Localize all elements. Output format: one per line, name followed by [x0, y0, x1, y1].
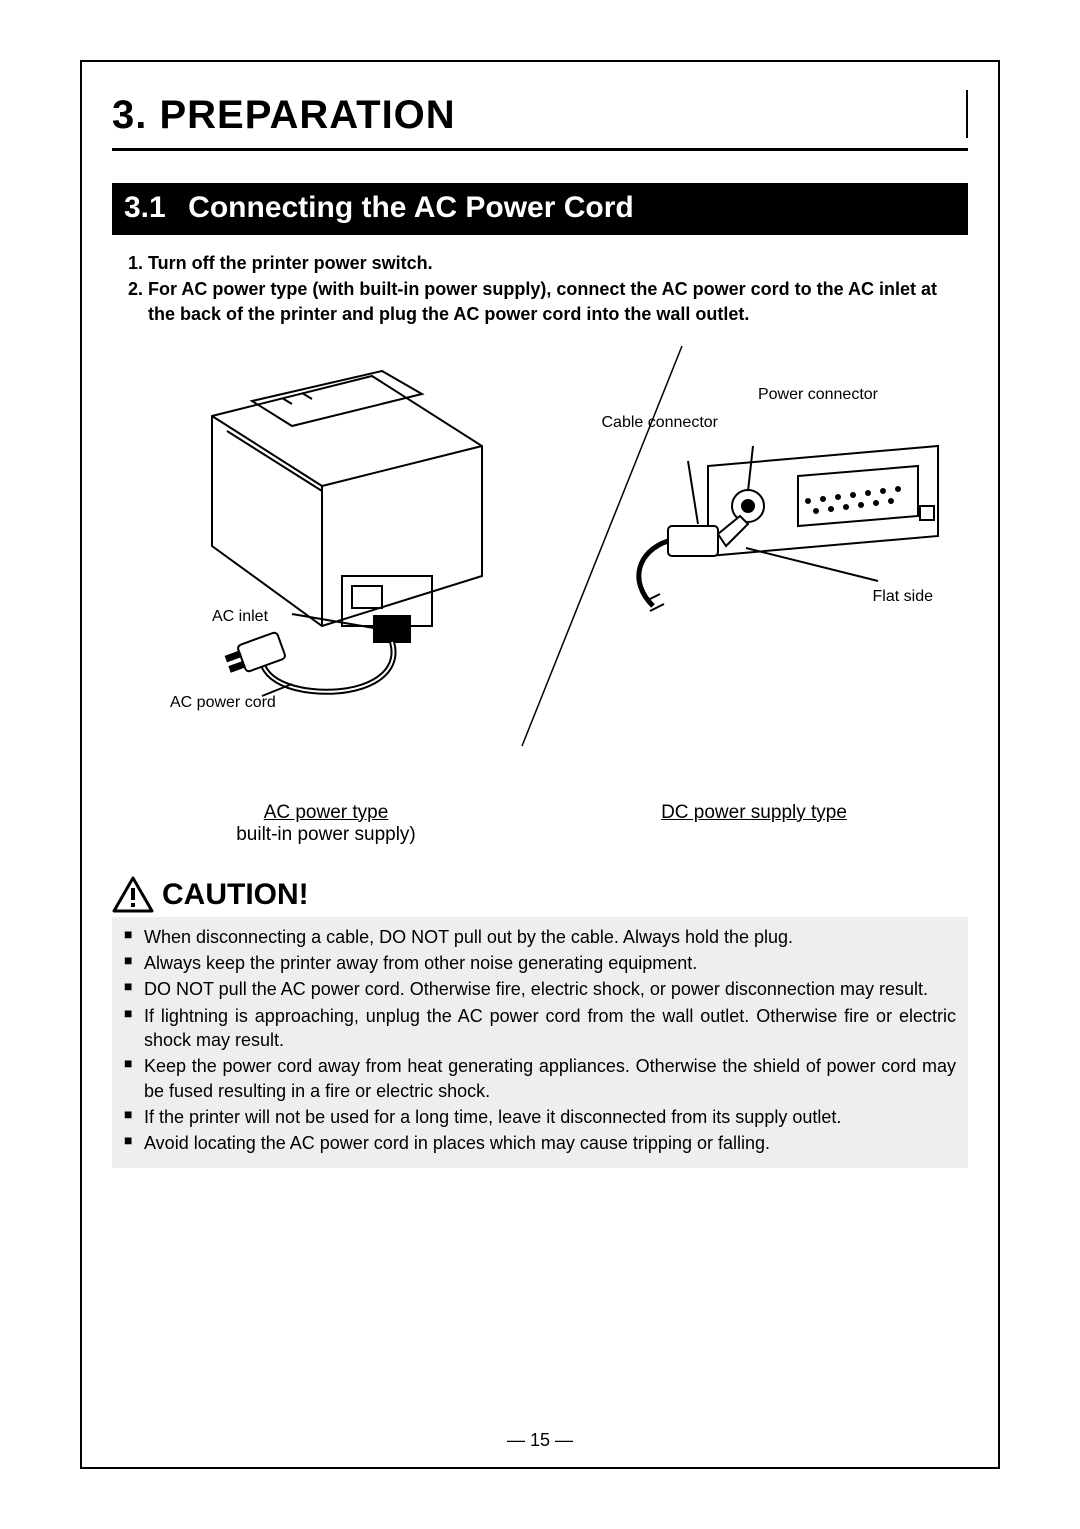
label-cable-connector: Cable connector [601, 414, 718, 432]
caution-item: Avoid locating the AC power cord in plac… [124, 1131, 956, 1155]
label-power-connector: Power connector [758, 386, 878, 404]
caption-dc-main: DC power supply type [661, 802, 847, 823]
caution-item: When disconnecting a cable, DO NOT pull … [124, 925, 956, 949]
caution-heading: CAUTION! [112, 876, 968, 914]
page-number: — 15 — [82, 1430, 998, 1451]
dc-power-type-diagram [598, 406, 958, 666]
caution-item: DO NOT pull the AC power cord. Otherwise… [124, 977, 956, 1001]
caution-item: If lightning is approaching, unplug the … [124, 1004, 956, 1053]
chapter-heading: 3. PREPARATION [112, 90, 968, 151]
caption-ac-main: AC power type [264, 802, 389, 823]
manual-page: 3. PREPARATION 3.1 Connecting the AC Pow… [80, 60, 1000, 1469]
caption-ac: AC power type built-in power supply) [121, 802, 532, 846]
section-number: 3.1 [124, 191, 166, 224]
caution-item: Keep the power cord away from heat gener… [124, 1054, 956, 1103]
step-2: For AC power type (with built-in power s… [148, 277, 968, 326]
caution-box: When disconnecting a cable, DO NOT pull … [112, 917, 968, 1168]
chapter-number: 3. [112, 93, 147, 137]
caution-item: If the printer will not be used for a lo… [124, 1105, 956, 1129]
diagram-area: AC inlet AC power cord [112, 336, 968, 796]
caption-dc: DC power supply type [549, 802, 960, 846]
label-ac-inlet: AC inlet [212, 608, 268, 626]
instruction-list: Turn off the printer power switch. For A… [112, 251, 968, 326]
caution-item: Always keep the printer away from other … [124, 951, 956, 975]
caption-ac-sub: built-in power supply) [121, 824, 532, 846]
label-ac-power-cord: AC power cord [170, 694, 276, 712]
label-flat-side: Flat side [873, 588, 933, 606]
chapter-title-text: PREPARATION [159, 93, 455, 137]
caution-heading-text: CAUTION! [162, 878, 309, 912]
section-title: Connecting the AC Power Cord [188, 191, 634, 224]
step-1: Turn off the printer power switch. [148, 251, 968, 275]
ac-power-type-diagram [142, 346, 562, 726]
diagram-captions: AC power type built-in power supply) DC … [112, 802, 968, 846]
section-heading-bar: 3.1 Connecting the AC Power Cord [112, 183, 968, 235]
heading-rule [966, 90, 968, 138]
warning-icon [112, 876, 154, 914]
